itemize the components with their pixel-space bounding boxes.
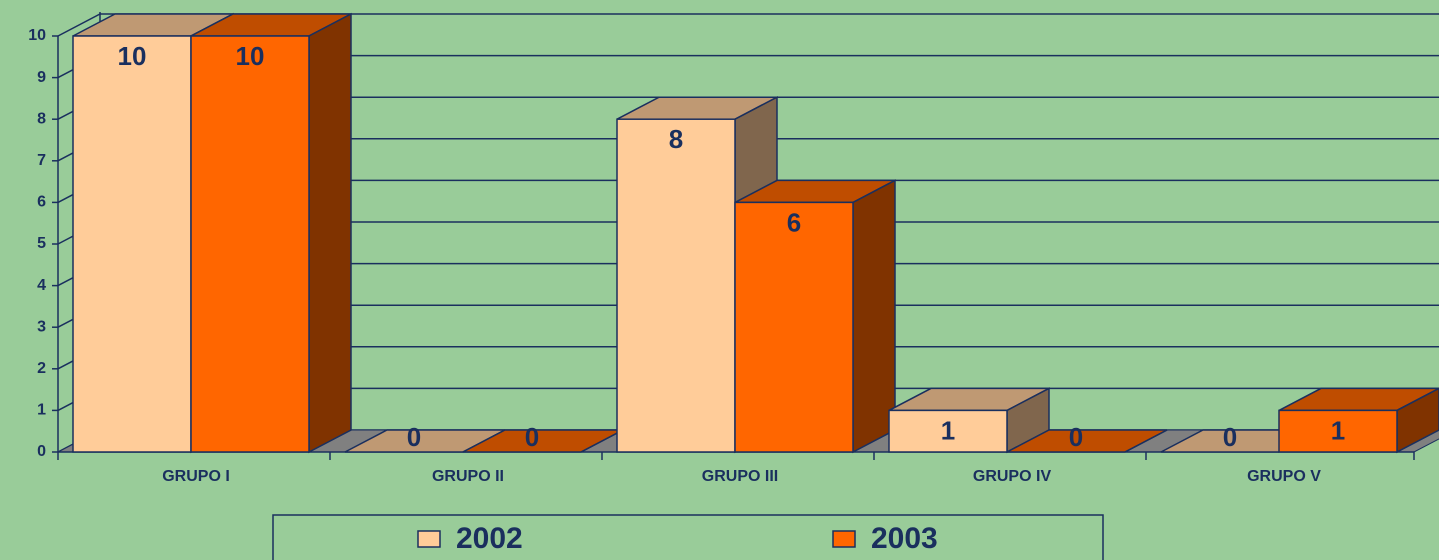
y-tick-label: 9 [37,69,46,86]
x-tick-label: GRUPO II [432,468,504,485]
y-tick-label: 10 [28,27,46,44]
y-tick-label: 2 [37,360,46,377]
value-label: 6 [787,207,801,237]
legend-label: 2002 [456,522,523,555]
bar-side [308,12,352,454]
value-label: 0 [1223,422,1237,452]
x-tick-label: GRUPO III [702,468,778,485]
x-tick-label: GRUPO IV [973,468,1052,485]
bar-side [1124,429,1168,453]
value-label: 0 [525,422,539,452]
value-label: 8 [669,124,683,154]
y-tick-label: 1 [37,402,46,419]
bar [1278,409,1398,453]
legend-swatch [832,530,856,548]
value-label: 10 [236,41,265,71]
value-label: 1 [1331,415,1345,445]
bar [616,118,736,453]
value-label: 10 [118,41,147,71]
y-tick-label: 6 [37,194,46,211]
y-tick-label: 5 [37,235,46,252]
grid-line [57,13,1439,37]
legend-label: 2003 [871,522,938,555]
y-tick-label: 0 [37,443,46,460]
y-tick-label: 3 [37,318,46,335]
y-tick-label: 4 [37,277,46,294]
bar [72,35,192,453]
value-label: 0 [407,422,421,452]
bar [888,409,1008,453]
bar [190,35,310,453]
y-tick-label: 8 [37,110,46,127]
value-label: 1 [941,415,955,445]
bar [734,201,854,453]
legend-box [272,514,1104,560]
x-tick-label: GRUPO I [162,468,230,485]
legend-swatch [417,530,441,548]
value-label: 0 [1069,422,1083,452]
y-tick-label: 7 [37,152,46,169]
x-tick-label: GRUPO V [1247,468,1321,485]
